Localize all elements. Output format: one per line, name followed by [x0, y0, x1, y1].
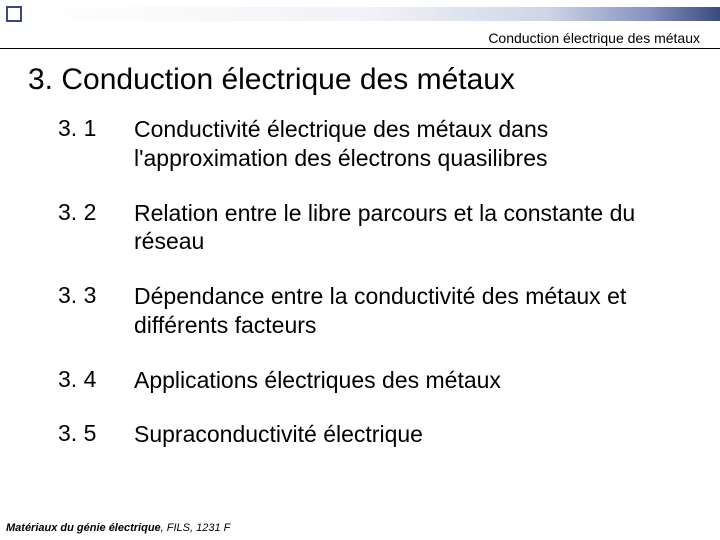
header-bullet-icon	[6, 6, 22, 22]
toc-number: 3. 4	[58, 366, 134, 393]
footer-course-code: , FILS, 1231 F	[161, 522, 231, 534]
toc-row: 3. 1 Conductivité électrique des métaux …	[58, 115, 680, 173]
toc-number: 3. 2	[58, 199, 134, 226]
toc-number: 3. 1	[58, 115, 134, 142]
toc-row: 3. 2 Relation entre le libre parcours et…	[58, 199, 680, 257]
toc-text: Supraconductivité électrique	[134, 420, 680, 449]
footer: Matériaux du génie électrique, FILS, 123…	[6, 522, 230, 534]
header-gradient-bar	[28, 7, 720, 21]
toc-text: Dépendance entre la conductivité des mét…	[134, 282, 680, 340]
table-of-contents: 3. 1 Conductivité électrique des métaux …	[0, 115, 720, 449]
toc-text: Relation entre le libre parcours et la c…	[134, 199, 680, 257]
toc-row: 3. 4 Applications électriques des métaux	[58, 366, 680, 395]
footer-course-name: Matériaux du génie électrique	[6, 522, 161, 534]
toc-number: 3. 3	[58, 282, 134, 309]
toc-row: 3. 3 Dépendance entre la conductivité de…	[58, 282, 680, 340]
toc-number: 3. 5	[58, 420, 134, 447]
toc-text: Applications électriques des métaux	[134, 366, 680, 395]
toc-text: Conductivité électrique des métaux dans …	[134, 115, 680, 173]
header-bar	[0, 0, 720, 28]
running-title: Conduction électrique des métaux	[0, 28, 720, 46]
page-title: 3. Conduction électrique des métaux	[0, 49, 720, 115]
toc-row: 3. 5 Supraconductivité électrique	[58, 420, 680, 449]
